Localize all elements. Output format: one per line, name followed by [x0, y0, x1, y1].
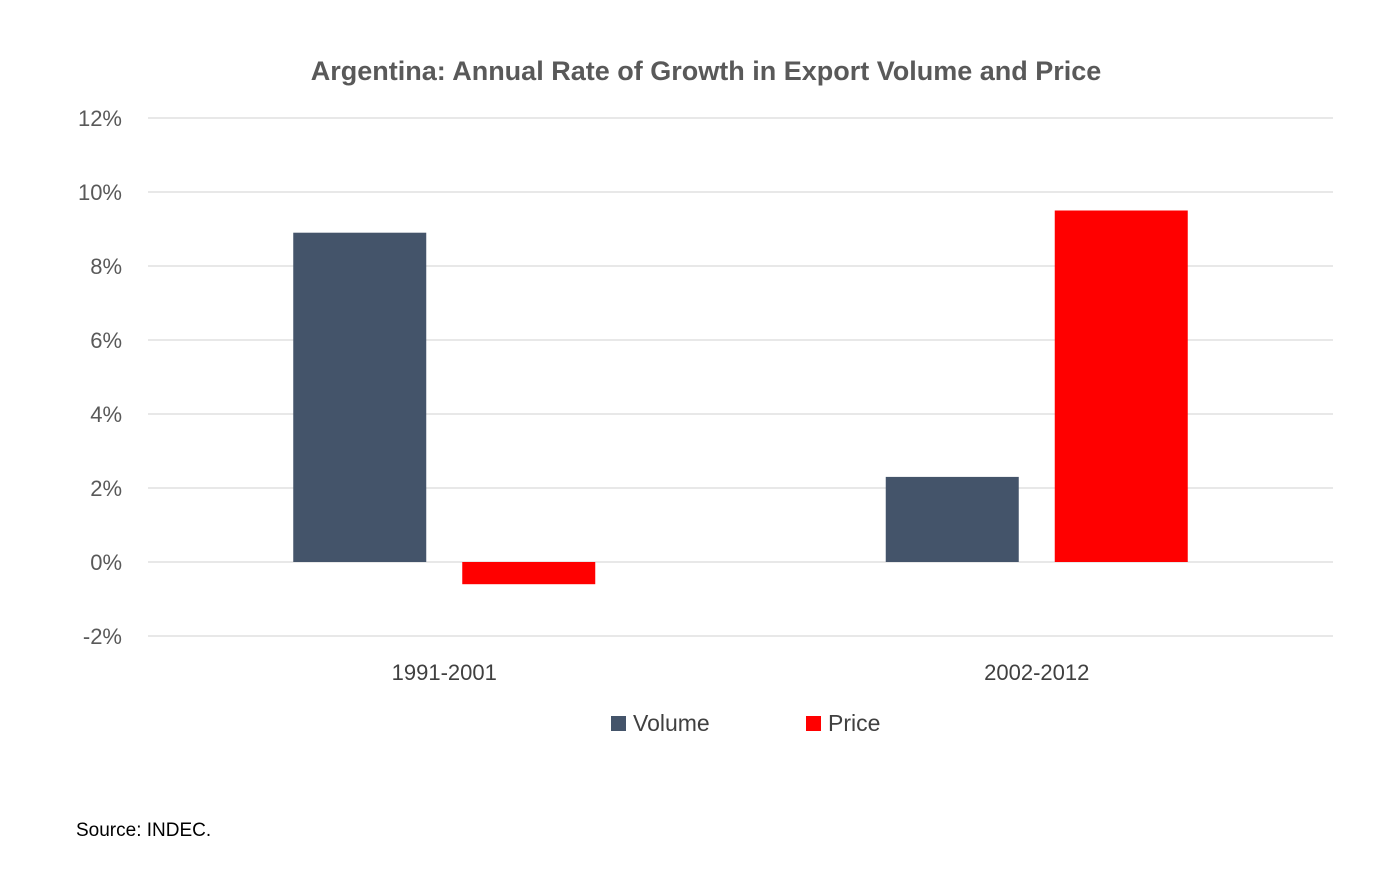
bar-volume-2002-2012 — [885, 476, 1019, 562]
x-category-label: 1991-2001 — [392, 660, 497, 685]
legend: Volume Price — [611, 710, 880, 736]
legend-label-price: Price — [828, 710, 880, 736]
bars — [293, 210, 1188, 585]
y-tick-label: 0% — [90, 550, 122, 575]
legend-swatch-volume — [611, 716, 626, 731]
bar-price-2002-2012 — [1054, 210, 1188, 562]
bar-chart: Argentina: Annual Rate of Growth in Expo… — [78, 56, 1333, 736]
legend-swatch-price — [806, 716, 821, 731]
y-tick-label: 4% — [90, 402, 122, 427]
x-category-label: 2002-2012 — [984, 660, 1089, 685]
legend-label-volume: Volume — [633, 710, 710, 736]
bar-price-1991-2001 — [462, 562, 596, 585]
y-tick-label: 10% — [78, 180, 122, 205]
y-axis-ticks: 12% 10% 8% 6% 4% 2% 0% -2% — [78, 106, 122, 649]
x-axis-labels: 1991-2001 2002-2012 — [392, 660, 1090, 685]
source-note: Source: INDEC. — [76, 820, 212, 841]
y-tick-label: 6% — [90, 328, 122, 353]
y-tick-label: 12% — [78, 106, 122, 131]
y-tick-label: -2% — [83, 624, 122, 649]
y-tick-label: 2% — [90, 476, 122, 501]
y-tick-label: 8% — [90, 254, 122, 279]
chart-title: Argentina: Annual Rate of Growth in Expo… — [311, 56, 1102, 86]
bar-volume-1991-2001 — [293, 232, 427, 562]
